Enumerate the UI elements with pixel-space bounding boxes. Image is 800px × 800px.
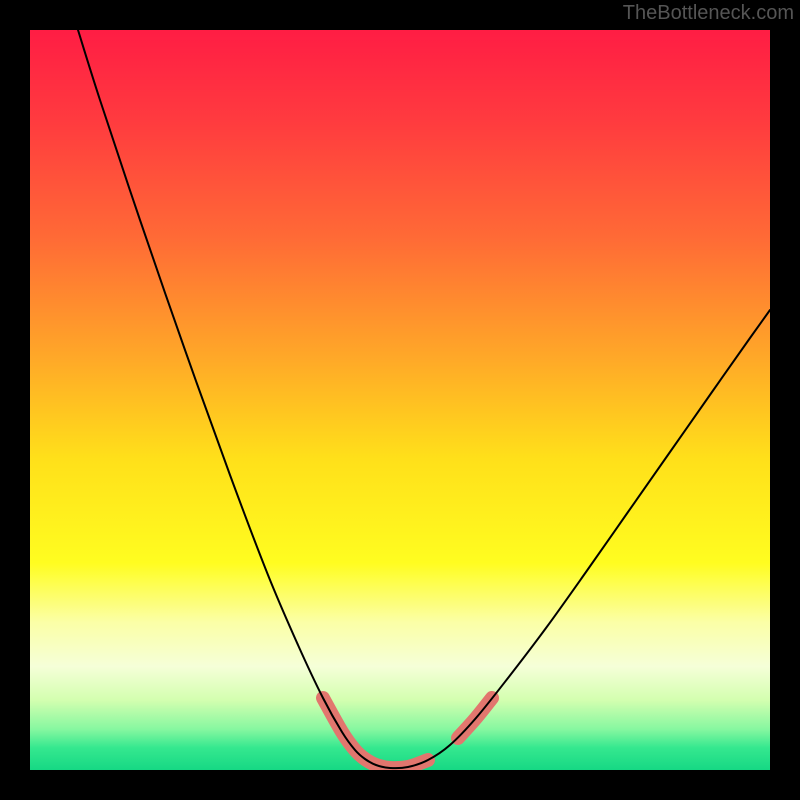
watermark-text: TheBottleneck.com (623, 2, 794, 25)
gradient-background (30, 30, 770, 770)
chart-canvas: TheBottleneck.com (0, 0, 800, 800)
plot-svg (30, 30, 770, 770)
